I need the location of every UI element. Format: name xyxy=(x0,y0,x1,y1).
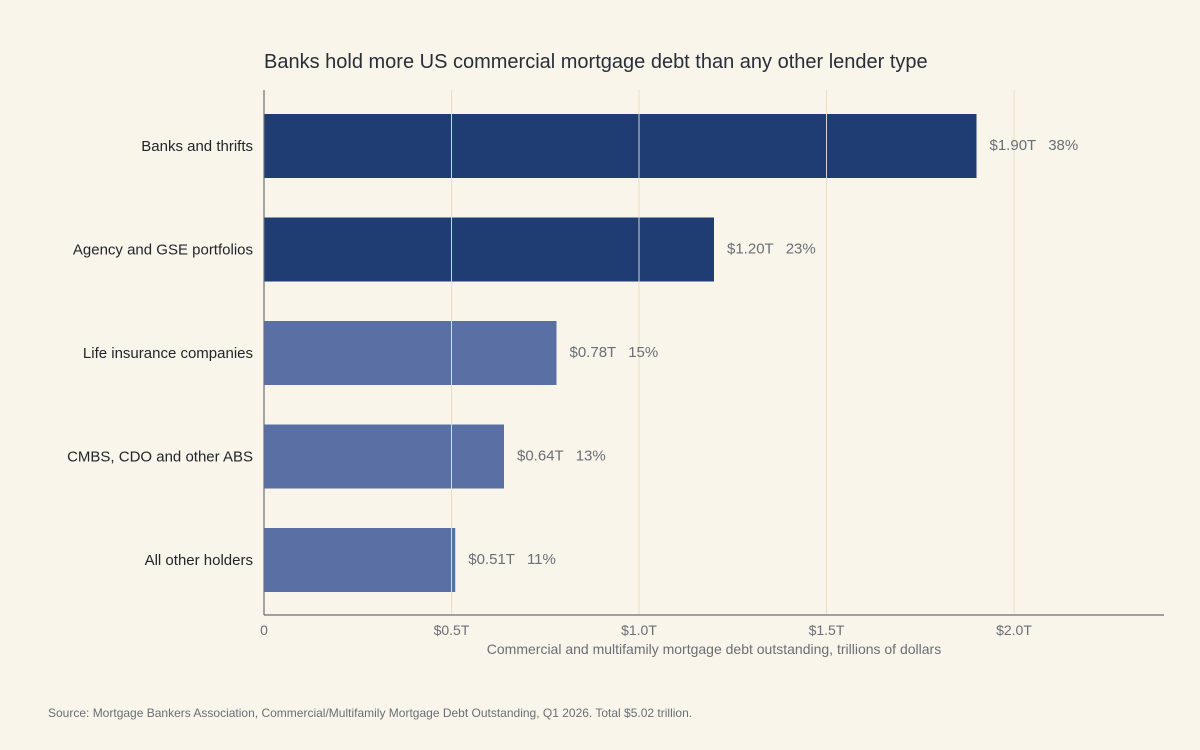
share-label: 23% xyxy=(786,241,816,258)
gridlines-overlay xyxy=(451,114,827,592)
value-label: $1.90T xyxy=(990,137,1037,154)
category-label: Banks and thrifts xyxy=(141,138,253,155)
bar xyxy=(264,114,977,178)
bar xyxy=(264,528,456,592)
chart-title: Banks hold more US commercial mortgage d… xyxy=(264,51,928,73)
share-label: 15% xyxy=(628,344,658,361)
value-label: $1.20T xyxy=(727,241,774,258)
axes xyxy=(263,90,1164,616)
x-tick-label: $1.0T xyxy=(621,622,657,638)
x-tick-label: 0 xyxy=(260,622,268,638)
category-label: Life insurance companies xyxy=(83,345,253,362)
x-tick-label: $2.0T xyxy=(996,622,1032,638)
value-label: $0.78T xyxy=(570,344,617,361)
labels: 0 $0.5T $1.0T $1.5T $2.0T Banks and thrifts $1… xyxy=(67,137,1078,638)
bars xyxy=(264,114,977,592)
source-note: Source: Mortgage Bankers Association, Co… xyxy=(48,706,692,720)
bar xyxy=(264,217,714,282)
category-label: All other holders xyxy=(145,552,253,569)
x-tick-label: $1.5T xyxy=(809,622,845,638)
value-label: $0.51T xyxy=(468,551,515,568)
bar xyxy=(264,424,504,489)
share-label: 38% xyxy=(1048,137,1078,154)
x-axis-title: Commercial and multifamily mortgage debt… xyxy=(487,641,941,657)
share-label: 11% xyxy=(527,551,556,568)
category-label: CMBS, CDO and other ABS xyxy=(67,449,253,466)
value-label: $0.64T xyxy=(517,448,564,465)
bar xyxy=(264,321,557,385)
category-label: Agency and GSE portfolios xyxy=(73,242,253,259)
share-label: 13% xyxy=(576,448,606,465)
x-tick-label: $0.5T xyxy=(434,622,470,638)
